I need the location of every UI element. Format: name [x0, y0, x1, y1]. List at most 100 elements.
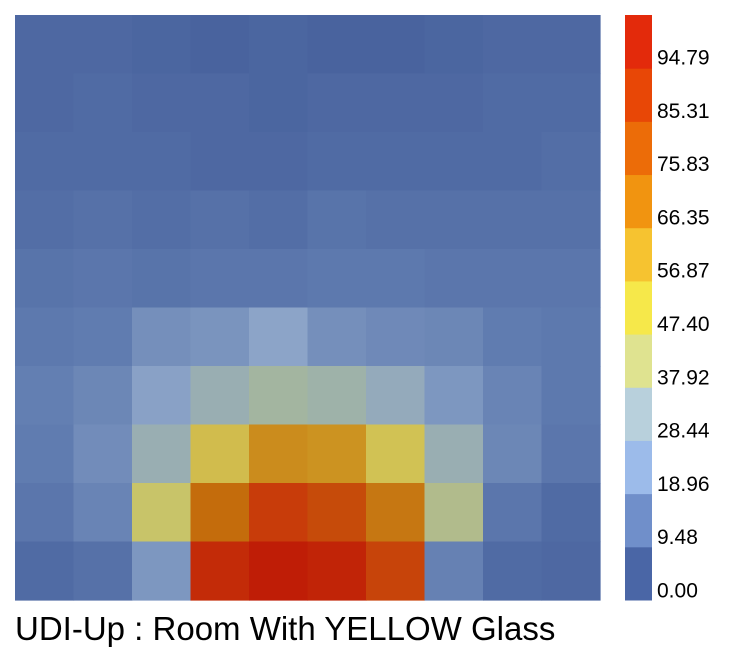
heatmap-cell-r2-c3: [190, 132, 250, 192]
colorbar-segment-4: [625, 334, 652, 388]
heatmap-cell-r1-c5: [307, 73, 367, 133]
heatmap-cell-r4-c4: [249, 249, 309, 309]
heatmap-cell-r5-c0: [15, 307, 75, 367]
colorbar-tick-label-1: 9.48: [657, 526, 698, 549]
heatmap-cell-r4-c8: [483, 249, 543, 309]
heatmap-cell-r9-c5: [307, 541, 367, 601]
heatmap-cell-r5-c1: [73, 307, 133, 367]
heatmap-cell-r1-c0: [15, 73, 75, 133]
heatmap-cell-r2-c5: [307, 132, 367, 192]
heatmap-cell-r2-c8: [483, 132, 543, 192]
heatmap-cell-r6-c8: [483, 366, 543, 426]
heatmap-cell-r4-c1: [73, 249, 133, 309]
colorbar-tick-label-3: 28.44: [657, 420, 710, 443]
heatmap-cell-r1-c7: [424, 73, 484, 133]
heatmap-cell-r3-c8: [483, 190, 543, 250]
heatmap-cell-r5-c4: [249, 307, 309, 367]
heatmap-cell-r8-c9: [541, 483, 601, 543]
heatmap-cell-r3-c4: [249, 190, 309, 250]
colorbar-tick-label-2: 18.96: [657, 473, 710, 496]
heatmap-cell-r8-c8: [483, 483, 543, 543]
heatmap-cell-r9-c3: [190, 541, 250, 601]
heatmap-cell-r7-c8: [483, 424, 543, 484]
chart-title: UDI-Up : Room With YELLOW Glass: [15, 610, 556, 647]
colorbar-segment-10: [625, 15, 652, 69]
colorbar-tick-label-8: 75.83: [657, 153, 710, 176]
heatmap-cell-r3-c7: [424, 190, 484, 250]
heatmap-cell-r6-c0: [15, 366, 75, 426]
heatmap-cell-r2-c4: [249, 132, 309, 192]
colorbar-segment-8: [625, 121, 652, 176]
heatmap-cell-r7-c4: [249, 424, 309, 484]
heatmap-cell-r7-c3: [190, 424, 250, 484]
heatmap-cell-r2-c6: [366, 132, 426, 192]
heatmap-cell-r7-c1: [73, 424, 133, 484]
heatmap-cell-r2-c0: [15, 132, 75, 192]
heatmap-cell-r5-c6: [366, 307, 426, 367]
colorbar-tick-label-7: 66.35: [657, 206, 710, 229]
colorbar-segment-5: [625, 280, 652, 335]
heatmap-cell-r0-c0: [15, 15, 75, 75]
heatmap-cell-r9-c6: [366, 541, 426, 601]
heatmap-cell-r3-c2: [132, 190, 192, 250]
heatmap-cell-r3-c5: [307, 190, 367, 250]
heatmap-cell-r8-c0: [15, 483, 75, 543]
heatmap-cell-r9-c4: [249, 541, 309, 601]
heatmap-cell-r0-c5: [307, 15, 367, 75]
colorbar-segment-9: [625, 68, 652, 122]
heatmap-cell-r1-c1: [73, 73, 133, 133]
heatmap-cell-r3-c9: [541, 190, 601, 250]
colorbar-tick-label-5: 47.40: [657, 313, 710, 336]
heatmap-cell-r5-c3: [190, 307, 250, 367]
heatmap-cell-r2-c9: [541, 132, 601, 192]
heatmap-cell-r9-c1: [73, 541, 133, 601]
colorbar-segment-1: [625, 493, 652, 548]
colorbar-tick-label-4: 37.92: [657, 366, 710, 389]
heatmap-cell-r4-c7: [424, 249, 484, 309]
heatmap-cell-r3-c0: [15, 190, 75, 250]
heatmap-cell-r1-c4: [249, 73, 309, 133]
heatmap-cell-r0-c9: [541, 15, 601, 75]
colorbar-tick-label-10: 94.79: [657, 47, 710, 70]
heatmap-cell-r2-c2: [132, 132, 192, 192]
heatmap-cell-r7-c6: [366, 424, 426, 484]
heatmap-cell-r5-c8: [483, 307, 543, 367]
heatmap-cell-r6-c5: [307, 366, 367, 426]
colorbar-segment-7: [625, 174, 652, 229]
heatmap-cell-r1-c8: [483, 73, 543, 133]
heatmap-cell-r1-c3: [190, 73, 250, 133]
colorbar-segment-3: [625, 387, 652, 441]
colorbar-tick-label-6: 56.87: [657, 260, 710, 283]
heatmap-cell-r3-c3: [190, 190, 250, 250]
heatmap-cell-r1-c9: [541, 73, 601, 133]
heatmap-cell-r7-c2: [132, 424, 192, 484]
colorbar-segment-0: [625, 546, 652, 601]
heatmap-cell-r5-c7: [424, 307, 484, 367]
heatmap-cell-r3-c1: [73, 190, 133, 250]
heatmap-cell-r0-c3: [190, 15, 250, 75]
colorbar-segment-6: [625, 227, 652, 282]
heatmap-cell-r7-c9: [541, 424, 601, 484]
heatmap-cell-r0-c4: [249, 15, 309, 75]
heatmap-cell-r8-c4: [249, 483, 309, 543]
heatmap-cell-r8-c1: [73, 483, 133, 543]
heatmap-cell-r0-c8: [483, 15, 543, 75]
heatmap-cell-r9-c9: [541, 541, 601, 601]
heatmap-cell-r1-c6: [366, 73, 426, 133]
heatmap-cell-r9-c2: [132, 541, 192, 601]
heatmap-cell-r0-c2: [132, 15, 192, 75]
heatmap-cell-r6-c3: [190, 366, 250, 426]
heatmap-cell-r4-c6: [366, 249, 426, 309]
heatmap-cell-r7-c0: [15, 424, 75, 484]
heatmap-cell-r6-c4: [249, 366, 309, 426]
heatmap-cell-r5-c2: [132, 307, 192, 367]
heatmap-cell-r9-c0: [15, 541, 75, 601]
heatmap-cell-r4-c3: [190, 249, 250, 309]
heatmap-cell-r5-c9: [541, 307, 601, 367]
colorbar-tick-label-0: 0.00: [657, 580, 698, 603]
heatmap-cell-r9-c8: [483, 541, 543, 601]
heatmap-cell-r4-c9: [541, 249, 601, 309]
heatmap-cell-r6-c6: [366, 366, 426, 426]
heatmap-cell-r2-c1: [73, 132, 133, 192]
